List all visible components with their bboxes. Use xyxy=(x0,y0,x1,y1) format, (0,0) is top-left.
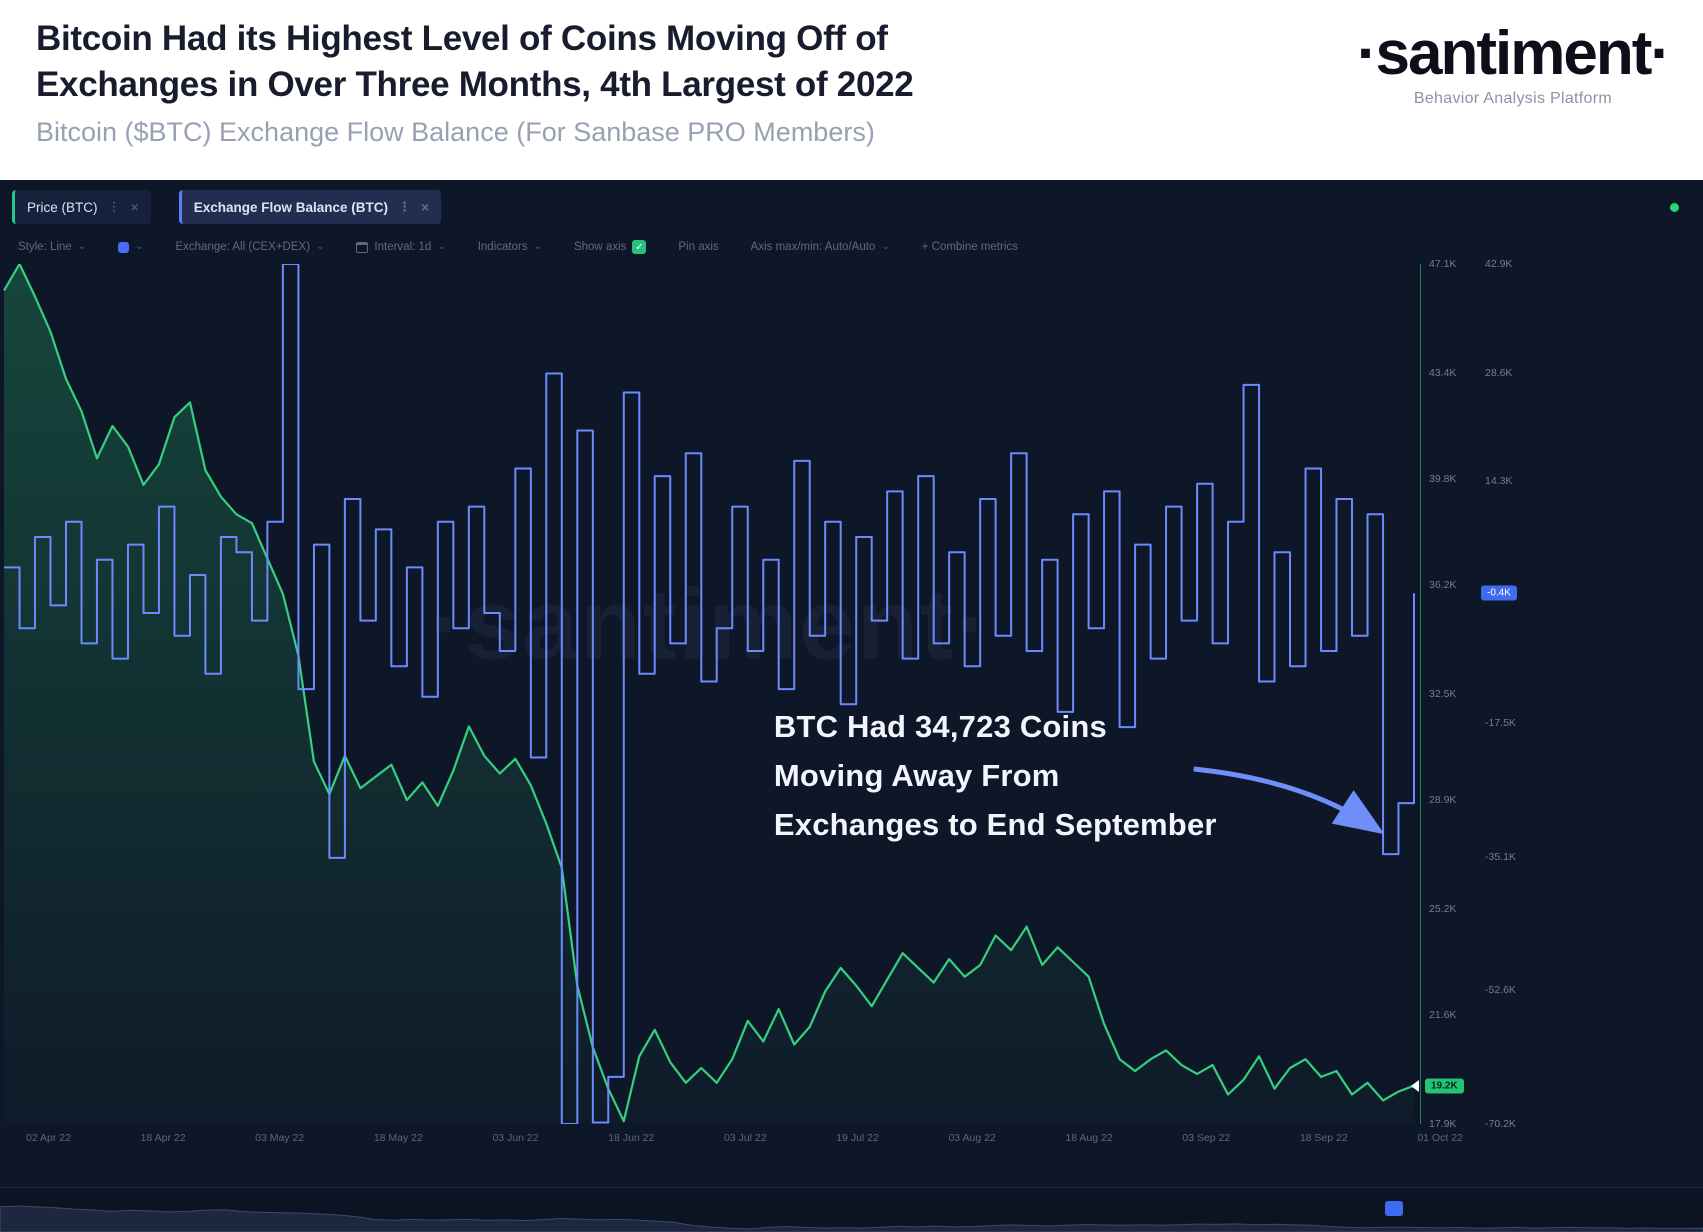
exchange-dropdown[interactable]: Exchange: All (CEX+DEX) ⌄ xyxy=(175,241,324,253)
price-axis-tick: 39.8K xyxy=(1429,473,1457,485)
annotation-line3: Exchanges to End September xyxy=(773,806,1217,842)
brand-block: ·santiment· Behavior Analysis Platform xyxy=(1356,16,1671,180)
tab-close-icon[interactable]: × xyxy=(130,199,139,215)
price-axis-tick: 32.5K xyxy=(1429,688,1457,700)
tab-exchange-flow-balance[interactable]: Exchange Flow Balance (BTC) ⋮ × xyxy=(178,190,442,224)
chevron-down-icon: ⌄ xyxy=(316,241,325,252)
x-axis-label: 03 May 22 xyxy=(255,1132,305,1144)
tab-close-icon[interactable]: × xyxy=(420,199,430,215)
scrubber-preview xyxy=(0,1205,1703,1232)
pin-axis-label: Pin axis xyxy=(678,241,719,253)
flow-value-badge: -0.4K xyxy=(1481,585,1517,601)
tab-flow-label: Exchange Flow Balance (BTC) xyxy=(193,199,388,215)
exchange-label: Exchange: All (CEX+DEX) xyxy=(175,241,311,253)
chevron-down-icon: ⌄ xyxy=(533,241,542,252)
price-y-axis[interactable]: 19.2K 47.1K 43.4K 39.8K 36.2K 32.5K 28.9K 25.2… xyxy=(1420,258,1477,1130)
page-subtitle: Bitcoin ($BTC) Exchange Flow Balance (Fo… xyxy=(36,117,875,147)
chart-toolbar: Style: Line ⌄ ⌄ Exchange: All (CEX+DEX) … xyxy=(0,230,1703,264)
price-btc--line xyxy=(3,264,1415,1123)
time-range-scrubber[interactable] xyxy=(0,1187,1703,1232)
indicators-dropdown[interactable]: Indicators ⌄ xyxy=(478,241,542,253)
indicators-label: Indicators xyxy=(477,241,528,253)
show-axis-toggle[interactable]: Show axis ✓ xyxy=(573,240,647,254)
x-axis-label: 19 Jul 22 xyxy=(836,1132,879,1144)
x-axis-label: 18 Sep 22 xyxy=(1299,1132,1348,1144)
calendar-icon xyxy=(356,241,369,253)
price-btc--area xyxy=(4,264,1414,1124)
flow-axis-tick: -70.2K xyxy=(1485,1118,1516,1130)
chart-canvas[interactable] xyxy=(0,264,1420,1124)
live-status-dot xyxy=(1670,202,1679,212)
x-axis: 02 Apr 22 18 Apr 22 03 May 22 18 May 22 03 J… xyxy=(0,1124,1703,1152)
chevron-down-icon: ⌄ xyxy=(437,241,446,252)
interval-dropdown[interactable]: Interval: 1d ⌄ xyxy=(356,241,446,253)
last-price-marker-icon xyxy=(1411,1079,1419,1092)
axis-maxmin-dropdown[interactable]: Axis max/min: Auto/Auto ⌄ xyxy=(751,241,890,253)
checkbox-checked-icon[interactable]: ✓ xyxy=(632,240,647,254)
exchange-flow-balance-btc--line xyxy=(4,264,1415,1124)
axis-maxmin-label: Axis max/min: Auto/Auto xyxy=(750,241,876,253)
metric-tabs-row: Price (BTC) ⋮ × Exchange Flow Balance (B… xyxy=(0,180,1703,230)
price-axis-tick: 43.4K xyxy=(1429,366,1457,379)
x-axis-label: 03 Aug 22 xyxy=(948,1132,996,1144)
chart-region: Price (BTC) ⋮ × Exchange Flow Balance (B… xyxy=(0,180,1703,1232)
annotation-arrow-icon xyxy=(1193,766,1385,835)
pin-axis-button[interactable]: Pin axis xyxy=(678,241,718,253)
x-axis-label: 02 Apr 22 xyxy=(26,1132,71,1144)
interval-label: Interval: 1d xyxy=(374,241,432,253)
brand-tagline: Behavior Analysis Platform xyxy=(1413,90,1612,108)
scrubber-range-handle[interactable] xyxy=(1385,1201,1403,1216)
combine-metrics-label: + Combine metrics xyxy=(921,241,1018,253)
x-axis-label: 01 Oct 22 xyxy=(1417,1132,1463,1144)
annotation-line1: BTC Had 34,723 Coins xyxy=(773,708,1107,744)
page-header: Bitcoin Had its Highest Level of Coins M… xyxy=(0,0,1703,180)
chevron-down-icon: ⌄ xyxy=(77,241,87,252)
header-text-block: Bitcoin Had its Highest Level of Coins M… xyxy=(36,16,914,180)
show-axis-label: Show axis xyxy=(573,241,627,253)
price-axis-tick: 25.2K xyxy=(1429,903,1457,915)
santiment-logo: ·santiment· xyxy=(1356,19,1671,88)
color-swatch-dropdown[interactable]: ⌄ xyxy=(118,241,144,253)
x-axis-label: 18 Jun 22 xyxy=(608,1132,655,1144)
x-axis-label: 03 Jun 22 xyxy=(492,1132,539,1144)
plot-wrap: ·santiment· BTC Had 34,723 Coins Moving … xyxy=(0,258,1703,1130)
axis-spacer xyxy=(1553,264,1703,1124)
flow-axis-tick: 28.6K xyxy=(1485,366,1513,379)
x-axis-label: 18 Apr 22 xyxy=(140,1132,186,1144)
price-axis-tick: 21.6K xyxy=(1429,1009,1457,1022)
x-axis-label: 03 Jul 22 xyxy=(723,1132,767,1144)
flow-axis-tick: -17.5K xyxy=(1485,717,1516,730)
flow-y-axis[interactable]: -0.4K 42.9K 28.6K 14.3K -17.5K -35.1K -52.6K -… xyxy=(1477,258,1553,1130)
price-axis-tick: 36.2K xyxy=(1429,579,1457,592)
style-label: Style: Line xyxy=(18,241,72,253)
x-axis-label: 18 Aug 22 xyxy=(1065,1132,1113,1144)
price-axis-tick: 28.9K xyxy=(1429,794,1457,807)
page-title-line2: Exchanges in Over Three Months, 4th Larg… xyxy=(36,64,914,104)
flow-axis-tick: 42.9K xyxy=(1485,258,1513,270)
plot-area[interactable]: ·santiment· BTC Had 34,723 Coins Moving … xyxy=(0,264,1420,1124)
chart-annotation: BTC Had 34,723 Coins Moving Away From Ex… xyxy=(774,703,1217,850)
tab-price-btc[interactable]: Price (BTC) ⋮ × xyxy=(12,190,151,224)
combine-metrics-button[interactable]: + Combine metrics xyxy=(922,241,1018,253)
chevron-down-icon: ⌄ xyxy=(135,241,144,252)
chevron-down-icon: ⌄ xyxy=(881,241,890,252)
x-axis-label: 18 May 22 xyxy=(373,1132,423,1144)
style-dropdown[interactable]: Style: Line ⌄ xyxy=(18,241,86,253)
price-axis-tick: 47.1K xyxy=(1429,258,1457,270)
page-title-line1: Bitcoin Had its Highest Level of Coins M… xyxy=(36,19,888,58)
flow-axis-tick: -35.1K xyxy=(1485,851,1516,864)
tab-price-label: Price (BTC) xyxy=(27,199,98,215)
price-axis-tick: 17.9K xyxy=(1429,1118,1457,1130)
price-value-badge: 19.2K xyxy=(1425,1078,1464,1094)
x-axis-label: 03 Sep 22 xyxy=(1182,1132,1231,1144)
flow-axis-tick: -52.6K xyxy=(1485,984,1516,997)
annotation-line2: Moving Away From xyxy=(773,757,1060,793)
flow-axis-tick: 14.3K xyxy=(1485,475,1513,488)
tab-menu-icon[interactable]: ⋮ xyxy=(107,199,121,214)
series-color-swatch xyxy=(118,241,130,253)
tab-menu-icon[interactable]: ⋮ xyxy=(397,199,411,214)
